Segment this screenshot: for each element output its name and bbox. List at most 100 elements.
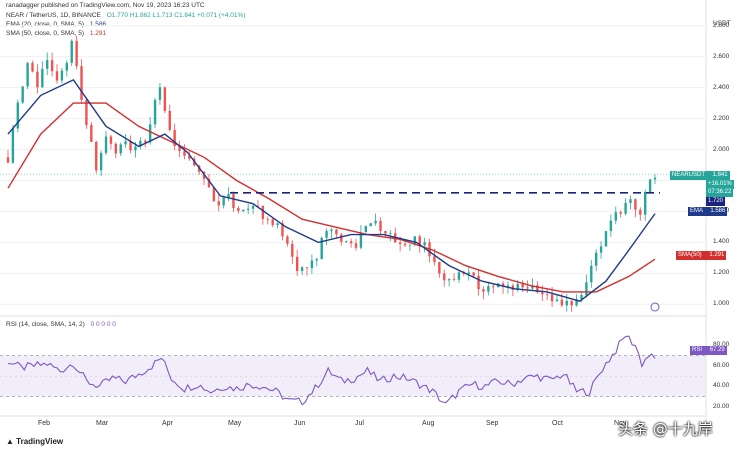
month-label: Aug [422,420,435,427]
candle-up [320,237,323,260]
candle-up [565,300,568,306]
month-label: Mar [96,420,109,427]
month-label: Sep [486,420,499,427]
candle-up [604,231,608,247]
candle-down [619,212,622,214]
candle-down [266,218,269,220]
candle-up [246,208,250,210]
last-price: 1.841 [712,172,728,178]
candle-up [555,299,559,302]
candle-down [295,256,299,271]
rsi-tag-value: 67.29 [709,347,725,353]
sma-tag: SMA(50) 1.291 [676,251,727,260]
rsi-tick-label: 80.00 [713,341,730,349]
candle-down [384,231,387,234]
sma-legend[interactable]: SMA (50, close, 0, SMA, 5) 1.291 [6,30,110,38]
support-tag: 1.720 [706,197,726,206]
candle-down [55,71,59,81]
candle-down [443,273,446,281]
candle-down [173,129,176,146]
candle-down [75,40,78,67]
candle-down [398,242,402,244]
ema-20-line [7,79,656,302]
rsi-legend[interactable]: RSI (14, close, SMA, 14, 2) 0 0 0 0 0 [6,321,120,329]
candle-up [148,124,152,143]
candle-up [653,177,657,180]
candle-up [276,223,279,226]
change-tag: +16.01% [706,180,734,189]
rsi-line [7,335,656,406]
symbol-price-tag: NEARUSDT 1.841 [670,171,730,180]
candle-up [594,252,598,266]
candle-up [26,63,29,87]
candle-down [521,283,524,288]
candle-up [643,191,647,215]
candle-down [452,279,456,280]
candle-up [227,194,230,198]
candle-down [207,178,211,188]
month-label: Jun [294,420,306,427]
symbol-legend[interactable]: NEAR / TetherUS, 1D, BINANCE O1.770 H1.8… [6,12,249,20]
candle-up [516,283,519,290]
candle-up [330,229,333,232]
candle-up [21,86,24,103]
candle-down [550,294,554,302]
rsi-tag-label: RSI [692,347,703,353]
candle-up [408,244,412,246]
sma-50-line [7,102,656,293]
candle-down [6,157,10,163]
candle-up [506,285,510,287]
candle-down [433,256,436,263]
candle-up [531,285,534,289]
candle-up [624,202,627,214]
candle-up [46,60,49,69]
candle-down [340,234,343,242]
candle-up [119,144,122,154]
candle-up [11,128,15,163]
candle-down [477,275,480,290]
ema-legend[interactable]: EMA (20, close, 0, SMA, 5) 1.586 [6,21,110,29]
rsi-band [0,355,706,397]
candle-down [492,286,495,288]
rsi-tick-label: 60.00 [713,361,730,369]
candle-up [413,236,417,245]
month-label: Feb [38,420,51,427]
sma-tag-label: SMA(50) [678,252,702,258]
price-tick-label: 2.600 [713,52,730,60]
candle-up [310,260,314,269]
rsi-tag: RSI 67.29 [690,346,727,355]
rsi-legend-values: 0 0 0 0 0 [90,321,116,328]
candle-down [286,236,289,244]
month-label: Nov [614,420,627,427]
candle-down [526,287,529,289]
candle-down [114,143,118,154]
candle-down [90,125,93,142]
price-tick-label: 2.800 [713,21,730,29]
ohlc-values: O1.770 H1.862 L1.713 C1.841 +0.071 (+4.0… [106,12,246,19]
ema-tag-label: EMA [690,208,703,214]
price-tick-label: 2.400 [713,83,730,91]
countdown-tag: 07:36:22 [706,188,734,197]
candle-up [315,259,318,261]
candle-up [139,140,142,147]
candle-up [487,286,490,292]
candle-down [349,241,353,244]
symbol-name: NEAR / TetherUS, 1D, BINANCE [6,12,101,19]
candle-down [178,145,181,151]
candle-up [60,70,64,81]
candle-down [109,136,113,144]
alert-icon [650,302,660,312]
candle-down [188,155,191,159]
candle-up [251,205,255,209]
candle-down [305,267,309,269]
tradingview-logo[interactable]: ▲ TradingView [6,437,63,446]
rsi-legend-label: RSI (14, close, SMA, 14, 2) [6,321,85,328]
candle-up [389,233,392,235]
candle-up [364,226,368,233]
candle-down [163,87,167,111]
author-line: ranadagger published on TradingView.com,… [6,2,205,9]
price-tick-label: 2.000 [713,145,730,153]
candle-up [599,246,603,253]
candle-down [50,60,54,72]
